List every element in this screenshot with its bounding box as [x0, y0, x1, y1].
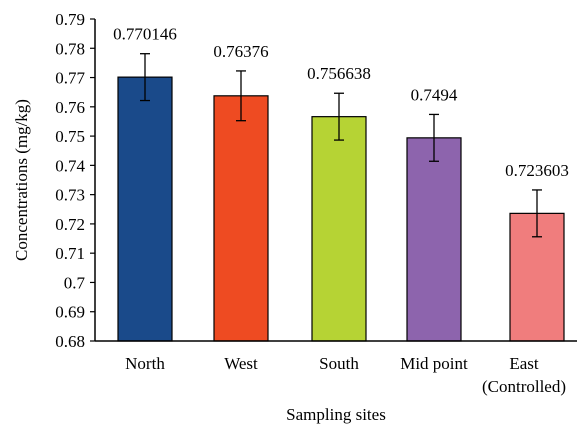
data-labels: 0.770146 0.76376 0.756638 0.7494 0.723603	[113, 25, 569, 180]
x-axis-category-labels: North West South Mid point East (Controlled)	[125, 354, 566, 396]
bar	[117, 76, 173, 342]
data-label: 0.76376	[213, 42, 268, 61]
y-tick-label: 0.74	[55, 156, 85, 175]
y-tick-label: 0.76	[55, 98, 85, 117]
error-bars	[140, 53, 542, 238]
x-category-label: North	[125, 354, 165, 373]
y-tick-label: 0.77	[55, 69, 85, 88]
x-category-label: West	[224, 354, 258, 373]
y-tick-label: 0.73	[55, 186, 85, 205]
y-tick-label: 0.75	[55, 127, 85, 146]
x-category-label: South	[319, 354, 359, 373]
y-tick-label: 0.71	[55, 244, 85, 263]
y-tick-label: 0.7	[64, 273, 86, 292]
y-tick-label: 0.78	[55, 39, 85, 58]
y-axis-title: Concentrations (mg/kg)	[12, 99, 31, 261]
x-category-label: Mid point	[400, 354, 468, 373]
bar	[406, 137, 462, 342]
x-axis-title: Sampling sites	[286, 405, 386, 424]
y-tick-label: 0.72	[55, 215, 85, 234]
y-axis-ticks: 0.68 0.69 0.7 0.71 0.72 0.73 0.74 0.75 0.76 0.77 0…	[55, 10, 95, 351]
data-label: 0.723603	[505, 161, 569, 180]
data-label: 0.770146	[113, 25, 177, 44]
bars	[117, 76, 565, 342]
bar	[311, 116, 367, 342]
x-category-label: East (Controlled)	[482, 354, 566, 396]
data-label: 0.756638	[307, 64, 371, 83]
bar	[213, 95, 269, 342]
y-tick-label: 0.68	[55, 332, 85, 351]
y-tick-label: 0.79	[55, 10, 85, 29]
data-label: 0.7494	[411, 85, 458, 104]
y-tick-label: 0.69	[55, 303, 85, 322]
